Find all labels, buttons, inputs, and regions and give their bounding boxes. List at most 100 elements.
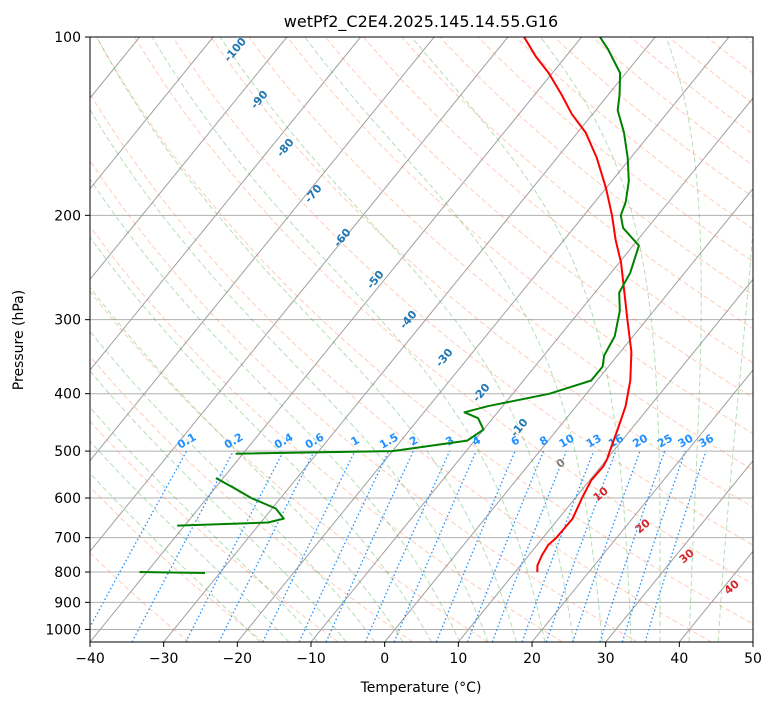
moist-adiabat-line: [90, 236, 432, 642]
dry-adiabat-label: -20: [470, 381, 493, 405]
dry-adiabat-line: [363, 37, 753, 364]
moist-adiabat-label: 20: [633, 516, 653, 536]
mixing-ratio-label: 2: [407, 434, 420, 449]
mixing-ratio-line: [393, 450, 477, 642]
temperature-line: [523, 37, 633, 573]
moist-adiabat-line: [90, 108, 489, 642]
x-tick-label: −30: [149, 651, 179, 667]
dry-adiabat-line: [90, 159, 638, 642]
moist-adiabat-line: [304, 37, 603, 642]
isotherm-line: [678, 550, 753, 642]
moist-adiabat-line: [90, 472, 261, 642]
dry-adiabat-line: [515, 37, 753, 230]
x-tick-label: 40: [670, 651, 688, 667]
mixing-ratio-label: 4: [470, 433, 483, 448]
dry-adiabat-line: [90, 485, 264, 642]
dewpoint-line: [139, 571, 206, 574]
mixing-ratio-line: [90, 450, 188, 629]
dry-adiabat-line: [90, 420, 339, 642]
mixing-ratio-line: [466, 450, 545, 642]
mixing-ratio-label: 36: [696, 431, 716, 450]
x-tick-label: −40: [75, 651, 105, 667]
moist-adiabat-line: [90, 178, 461, 642]
moist-adiabat-line: [151, 37, 546, 642]
y-tick-label: 800: [54, 565, 81, 581]
mixing-ratio-line: [131, 450, 235, 642]
y-tick-label: 600: [54, 491, 81, 507]
dry-adiabat-line: [90, 355, 414, 642]
mixing-ratio-label: 0.2: [222, 431, 245, 452]
mixing-ratio-label: 13: [584, 432, 604, 451]
isotherm-line: [752, 641, 753, 642]
isotherm-line: [236, 37, 730, 642]
dry-adiabat-label: -50: [364, 268, 387, 292]
isotherm-line: [310, 97, 753, 642]
moist-adiabat-line: [96, 37, 517, 642]
moist-adiabat-line: [90, 370, 347, 642]
x-tick-label: 50: [744, 651, 762, 667]
dry-adiabat-line: [96, 37, 753, 625]
dry-adiabat-line: [324, 37, 753, 399]
isotherm-line: [90, 37, 288, 281]
isotherm-line: [90, 37, 214, 190]
mixing-ratio-line: [325, 450, 414, 642]
moist-adiabat-label: 30: [677, 546, 697, 566]
y-tick-label: 900: [54, 595, 81, 611]
moist-adiabat-line: [90, 330, 376, 642]
mixing-ratio-line: [572, 450, 641, 642]
isotherm-line: [531, 369, 753, 642]
mixing-ratio-label: 20: [630, 431, 650, 450]
moist-adiabat-line: [540, 37, 661, 642]
mixing-ratio-line: [185, 450, 285, 642]
mixing-ratio-label: 1: [349, 434, 362, 449]
moist-adiabat-label: 40: [722, 577, 742, 597]
isotherm-line: [0, 37, 66, 642]
x-tick-label: 10: [449, 651, 467, 667]
isotherm-line: [605, 459, 753, 642]
plot-frame: [89, 36, 754, 643]
mixing-ratio-line: [599, 450, 666, 642]
dry-adiabat-label: -90: [248, 88, 271, 112]
moist-adiabat-label: 10: [591, 484, 611, 504]
moist-adiabat-line: [90, 406, 319, 642]
y-axis-label: Pressure (hPa): [11, 290, 27, 390]
dry-adiabat-line: [134, 37, 753, 585]
x-tick-label: 20: [523, 651, 541, 667]
x-tick-label: 0: [380, 651, 389, 667]
moist-adiabat-line: [717, 224, 753, 642]
dry-adiabat-line: [553, 37, 753, 198]
dewpoint-line: [177, 477, 285, 527]
dry-adiabat-label: -60: [331, 226, 354, 250]
dry-adiabat-line: [172, 37, 753, 546]
isotherm-line: [163, 37, 656, 642]
mixing-ratio-line: [521, 450, 595, 642]
y-tick-label: 700: [54, 531, 81, 547]
mixing-ratio-line: [262, 450, 356, 642]
mixing-ratio-label: 3: [443, 434, 456, 449]
dry-adiabat-label: -30: [433, 346, 456, 370]
isotherm-line: [90, 37, 582, 642]
sounding-series: [139, 37, 640, 574]
mixing-ratio-label: 30: [676, 431, 696, 450]
y-tick-label: 200: [54, 208, 81, 224]
mixing-ratio-line: [621, 450, 686, 642]
dewpoint-line: [235, 37, 640, 455]
mixing-ratio-line: [545, 450, 617, 642]
mixing-ratio-line: [298, 450, 390, 642]
isotherm-line: [90, 37, 435, 462]
dry-adiabat-line: [439, 37, 753, 296]
axes: −40 −30 −20 −10 0 10 20 30 40 5010020030040050060…: [45, 30, 762, 667]
mixing-ratio-line: [218, 450, 315, 642]
moist-adiabat-line: [219, 37, 575, 642]
y-tick-label: 100: [54, 30, 81, 46]
moist-adiabat-line: [665, 37, 702, 642]
mixing-ratio-line: [435, 450, 516, 642]
y-tick-label: 300: [54, 313, 81, 329]
mixing-ratio-line: [644, 450, 707, 642]
dry-adiabat-line: [401, 37, 753, 330]
y-tick-label: 400: [54, 387, 81, 403]
x-axis-label: Temperature (°C): [360, 680, 482, 696]
x-tick-label: 30: [597, 651, 615, 667]
y-tick-label: 500: [54, 444, 81, 460]
